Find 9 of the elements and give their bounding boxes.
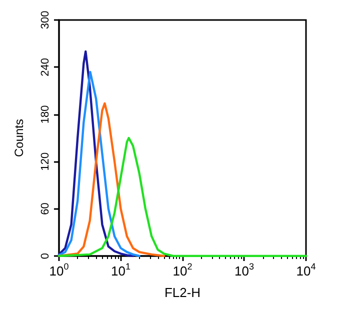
y-axis-title: Counts xyxy=(12,118,26,158)
y-tick-label: 180 xyxy=(40,105,52,124)
x-axis-title: FL2-H xyxy=(164,285,201,300)
y-tick-label: 0 xyxy=(40,252,52,260)
y-tick-label: 60 xyxy=(40,202,52,215)
y-tick-label: 120 xyxy=(40,152,52,171)
line-series xyxy=(58,70,140,258)
y-tick-label: 300 xyxy=(40,10,52,30)
y-tick-label: 240 xyxy=(40,58,52,76)
